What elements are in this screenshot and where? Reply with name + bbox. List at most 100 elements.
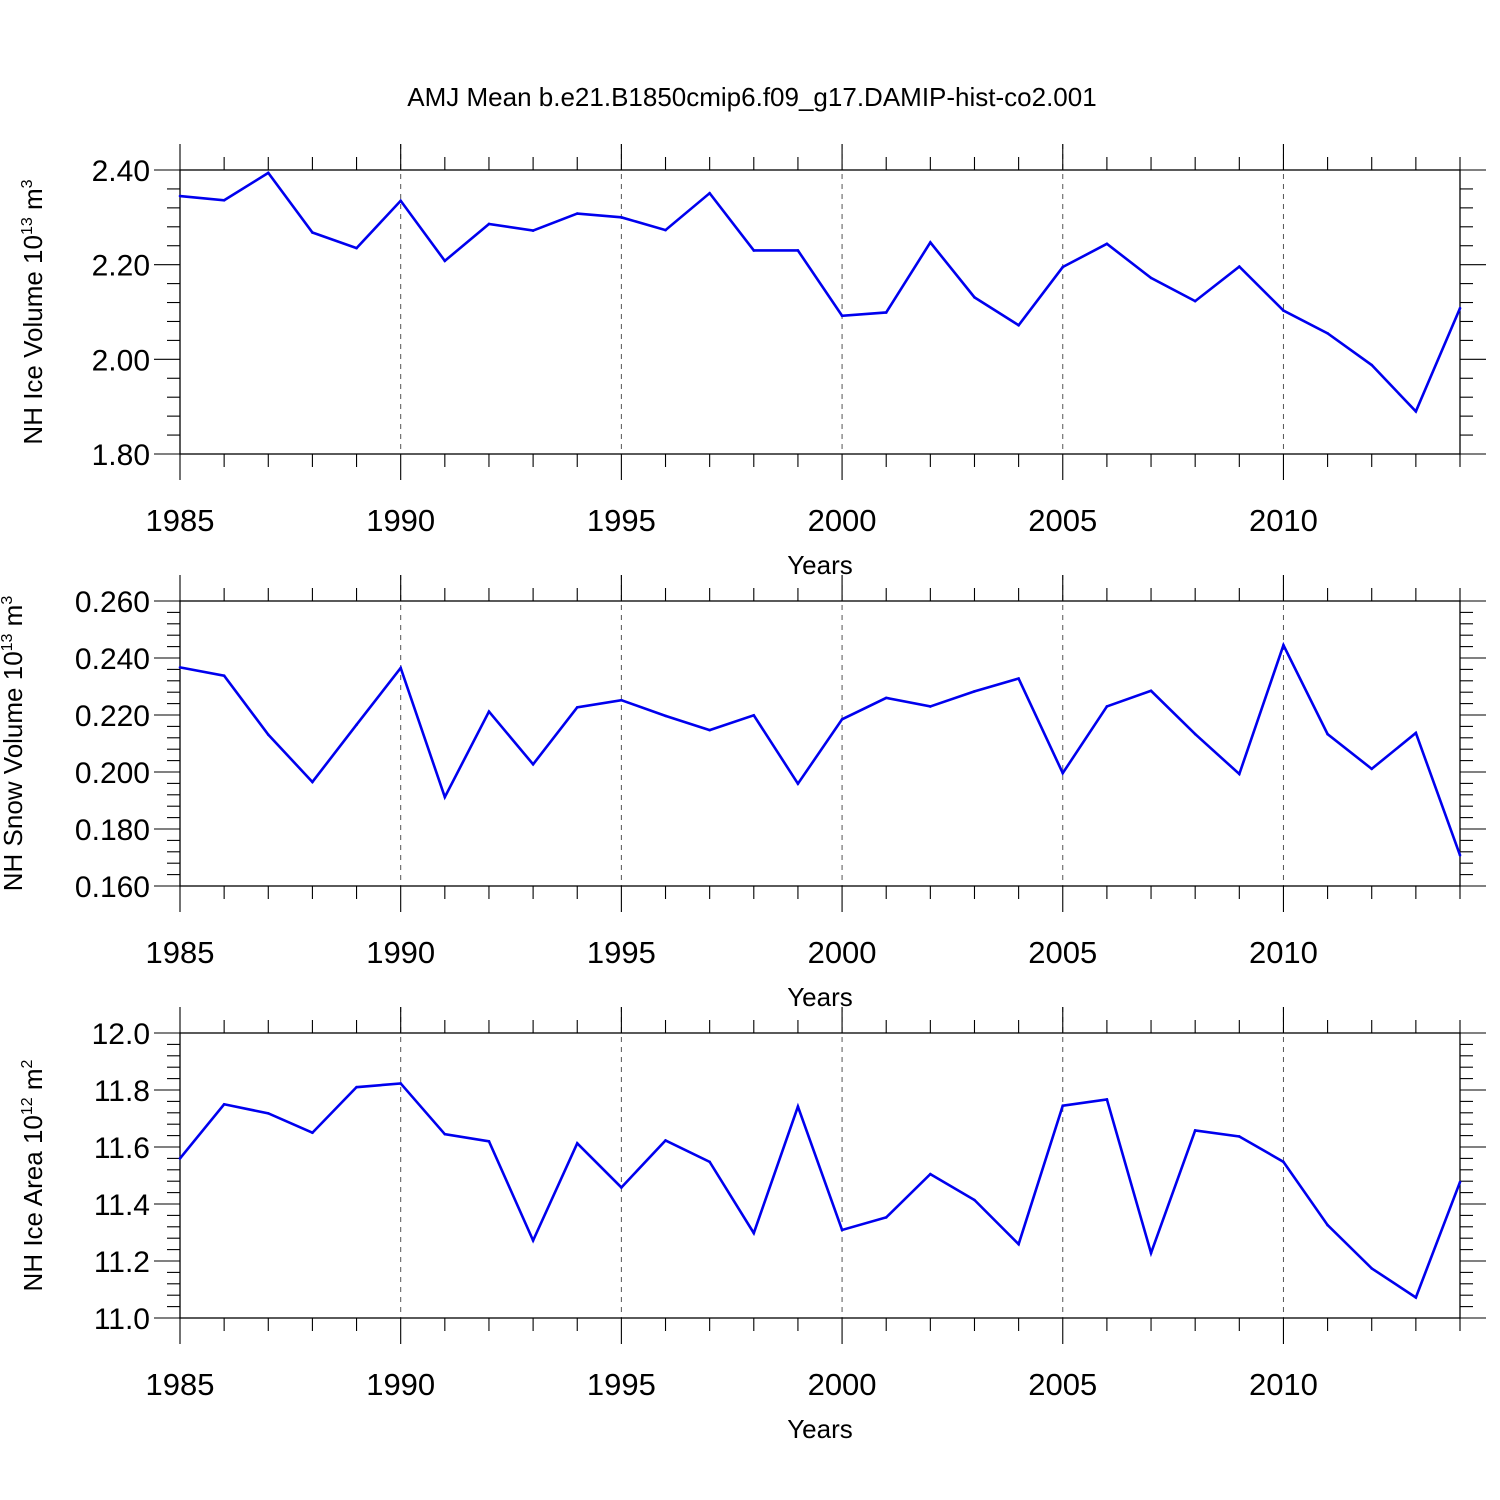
- data-point: [399, 199, 402, 203]
- series-line: [179, 171, 1462, 414]
- data-point: [222, 198, 226, 202]
- data-point: [664, 228, 667, 232]
- data-point: [1017, 677, 1020, 680]
- data-point: [1061, 265, 1065, 269]
- series-line: [179, 641, 1462, 856]
- data-point: [575, 706, 579, 709]
- data-point: [311, 231, 314, 234]
- data-point: [1370, 767, 1374, 771]
- data-point: [708, 191, 711, 195]
- data-point: [1282, 643, 1285, 647]
- y-axis-label: NH Snow Volume 1013 m3: [0, 596, 28, 892]
- x-tick-label: 2000: [808, 503, 877, 538]
- data-point: [796, 782, 800, 785]
- data-point: [399, 1082, 402, 1085]
- data-point: [266, 733, 270, 736]
- x-axis-label: Years: [787, 550, 853, 580]
- x-tick-label: 2010: [1249, 503, 1318, 538]
- y-tick-label: 12.0: [92, 1018, 150, 1051]
- data-point: [884, 696, 888, 700]
- y-tick-label: 11.0: [94, 1303, 150, 1336]
- x-tick-label: 1990: [366, 503, 435, 538]
- figure-title: AMJ Mean b.e21.B1850cmip6.f09_g17.DAMIP-…: [407, 82, 1096, 112]
- x-tick-label: 1985: [146, 935, 215, 970]
- data-point: [178, 194, 182, 198]
- data-point: [929, 241, 932, 244]
- y-tick-label: 0.260: [75, 586, 150, 619]
- data-point: [1149, 276, 1153, 280]
- x-tick-label: 1985: [146, 503, 215, 538]
- data-point: [1458, 306, 1462, 310]
- data-point: [311, 780, 314, 784]
- data-point: [1193, 732, 1197, 736]
- data-point: [487, 1140, 491, 1143]
- x-tick-label: 1985: [146, 1367, 215, 1402]
- data-point: [266, 1112, 270, 1115]
- x-tick-label: 1995: [587, 503, 656, 538]
- plot-frame: [179, 600, 1461, 887]
- data-point: [796, 249, 800, 252]
- y-tick-label: 2.00: [92, 344, 150, 377]
- y-axis-label: NH Ice Volume 1013 m3: [18, 179, 48, 444]
- y-tick-label: 2.20: [92, 250, 150, 283]
- data-point: [1326, 1223, 1329, 1227]
- y-tick-label: 11.4: [94, 1189, 150, 1222]
- data-point: [531, 229, 535, 232]
- data-point: [575, 212, 579, 215]
- data-point: [840, 314, 844, 318]
- data-point: [355, 723, 358, 726]
- data-point: [1414, 410, 1418, 413]
- panel-ice-volume: 1.80 2.00 2.20 2.40 1985 1990 1995 2000 2005 2010…: [18, 144, 1486, 580]
- y-tick-label: 1.80: [92, 439, 150, 472]
- data-point: [443, 259, 447, 263]
- data-point: [1326, 332, 1329, 335]
- data-point: [1414, 731, 1418, 735]
- data-point: [620, 698, 623, 702]
- data-point: [1458, 853, 1462, 857]
- data-point: [1370, 363, 1374, 367]
- data-point: [620, 1186, 623, 1189]
- data-point: [1370, 1267, 1374, 1270]
- y-tick-label: 0.240: [75, 643, 150, 676]
- data-point: [973, 1198, 976, 1202]
- data-point: [664, 714, 667, 718]
- data-point: [973, 690, 976, 693]
- y-tick-label: 11.2: [94, 1246, 150, 1279]
- data-point: [1326, 732, 1329, 736]
- data-point: [884, 311, 888, 314]
- data-point: [311, 1131, 314, 1135]
- data-point: [1105, 705, 1109, 708]
- y-tick-label: 0.160: [75, 871, 150, 904]
- data-point: [1149, 1251, 1153, 1255]
- x-tick-label: 2000: [808, 935, 877, 970]
- data-point: [1061, 1104, 1065, 1107]
- data-point: [1414, 1296, 1418, 1299]
- data-point: [620, 216, 623, 219]
- data-point: [929, 705, 932, 708]
- data-point: [1458, 1180, 1462, 1184]
- data-point: [1061, 771, 1065, 775]
- data-point: [1282, 309, 1285, 312]
- plot-frame: [179, 1032, 1461, 1319]
- x-tick-label: 1990: [366, 1367, 435, 1402]
- data-point: [1238, 772, 1241, 776]
- data-point: [355, 1085, 358, 1089]
- y-tick-label: 11.8: [94, 1075, 150, 1108]
- y-tick-label: 0.180: [75, 814, 150, 847]
- data-point: [1105, 242, 1109, 246]
- data-point: [1193, 299, 1197, 303]
- y-tick-label: 0.200: [75, 757, 150, 790]
- x-tick-label: 2005: [1028, 1367, 1097, 1402]
- data-point: [664, 1139, 667, 1142]
- data-point: [1017, 323, 1020, 327]
- y-tick-label: 2.40: [92, 155, 150, 188]
- data-point: [752, 713, 756, 717]
- x-tick-label: 1990: [366, 935, 435, 970]
- y-tick-label: 0.220: [75, 700, 150, 733]
- data-point: [840, 1228, 844, 1232]
- data-point: [1282, 1160, 1285, 1164]
- x-tick-label: 2005: [1028, 503, 1097, 538]
- x-tick-label: 2010: [1249, 1367, 1318, 1402]
- data-point: [840, 717, 844, 721]
